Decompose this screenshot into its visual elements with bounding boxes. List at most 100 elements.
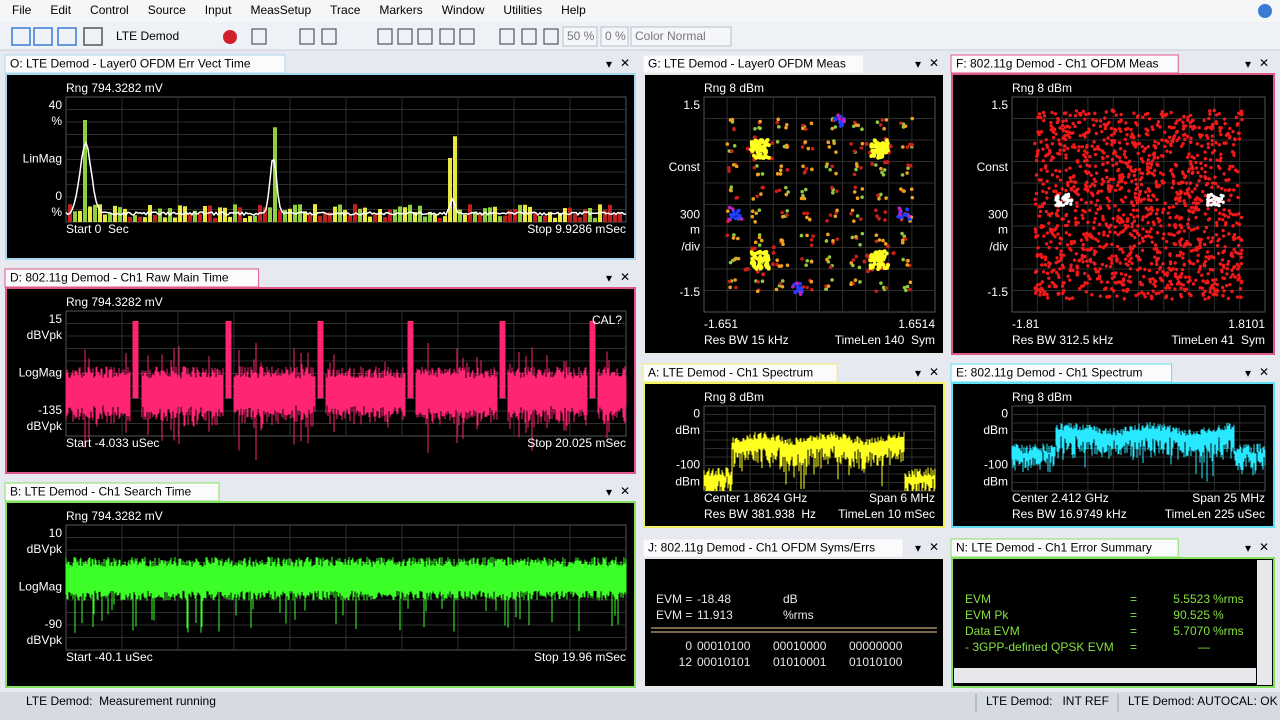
y-axis-label: dBVpk — [27, 633, 63, 647]
footer-left: Start 0 Sec — [66, 222, 129, 236]
tool-icon[interactable] — [499, 28, 515, 45]
footer-right: Stop 19.96 mSec — [534, 650, 626, 664]
tool-icon[interactable] — [521, 28, 537, 45]
measurement-box[interactable] — [110, 27, 192, 46]
y-axis-label: -90 — [45, 617, 63, 631]
menu-item[interactable]: Trace — [330, 3, 361, 17]
status-text: LTE Demod: AUTOCAL: OK — [1128, 694, 1278, 708]
range-label: Rng 8 dBm — [1012, 390, 1072, 404]
panel-close[interactable]: ✕ — [620, 484, 630, 498]
symbol-bits: 01010001 — [773, 655, 827, 669]
tool-icon[interactable] — [11, 27, 31, 46]
y-axis-label: dBm — [983, 475, 1008, 489]
toolbar-field[interactable] — [562, 26, 598, 47]
tool-icon[interactable] — [439, 28, 455, 45]
tool-icon[interactable] — [33, 27, 53, 46]
menu-item[interactable]: Utilities — [503, 3, 542, 17]
y-axis-label: 1.5 — [991, 98, 1008, 112]
panel-close[interactable]: ✕ — [620, 270, 630, 284]
menu-item[interactable]: Markers — [379, 3, 422, 17]
tool-icon[interactable] — [397, 28, 413, 45]
panel-menu[interactable]: ▾ — [915, 57, 921, 71]
y-axis-label: 0 — [693, 407, 700, 421]
tool-icon[interactable] — [321, 28, 337, 45]
summary-cell: % — [1213, 608, 1224, 622]
panel-close[interactable]: ✕ — [929, 365, 939, 379]
panel-menu[interactable]: ▾ — [1245, 57, 1251, 71]
toolbar-field-text[interactable]: 0 % — [605, 29, 626, 43]
y-axis-label: 1.5 — [683, 98, 700, 112]
panel-title[interactable]: E: 802.11g Demod - Ch1 Spectrum — [956, 366, 1143, 380]
panel-title[interactable]: A: LTE Demod - Ch1 Spectrum — [648, 366, 813, 380]
tool-icon[interactable] — [459, 28, 475, 45]
trace-line — [65, 140, 627, 217]
summary-cell: = — [1130, 592, 1137, 606]
menu-item[interactable]: Control — [90, 3, 129, 17]
constellation-points — [749, 138, 891, 271]
menu-item[interactable]: MeasSetup — [250, 3, 311, 17]
panel-title[interactable]: J: 802.11g Demod - Ch1 OFDM Syms/Errs — [648, 541, 875, 555]
panel-menu[interactable]: ▾ — [915, 541, 921, 555]
menu-item[interactable]: Source — [148, 3, 186, 17]
panel-title[interactable]: B: LTE Demod - Ch1 Search Time — [10, 485, 192, 499]
tool-icon[interactable] — [299, 28, 315, 45]
scrollbar-h[interactable] — [954, 668, 1256, 683]
menu-item[interactable]: Edit — [50, 3, 71, 17]
toolbar-field[interactable] — [630, 26, 732, 47]
summary-cell: EVM Pk — [965, 608, 1009, 622]
tool-icon[interactable] — [251, 28, 267, 45]
panel-close[interactable]: ✕ — [929, 540, 939, 554]
panel-title[interactable]: G: LTE Demod - Layer0 OFDM Meas — [648, 57, 846, 71]
range-label: Rng 8 dBm — [704, 390, 764, 404]
footer-left: Center 1.8624 GHz — [704, 491, 807, 505]
y-axis-label: % — [51, 114, 62, 128]
tool-icon[interactable] — [83, 27, 103, 46]
panel-close[interactable]: ✕ — [1259, 365, 1269, 379]
panel-body — [951, 557, 1275, 688]
tool-icon[interactable] — [57, 27, 77, 46]
panel-menu[interactable]: ▾ — [1245, 366, 1251, 380]
panel-menu[interactable]: ▾ — [606, 57, 612, 71]
footer-left: Start -40.1 uSec — [66, 650, 153, 664]
menu-item[interactable]: Help — [561, 3, 586, 17]
panel-close[interactable]: ✕ — [1259, 56, 1269, 70]
toolbar-field[interactable] — [600, 26, 629, 47]
menu-bar — [0, 0, 1280, 22]
panel-menu[interactable]: ▾ — [606, 271, 612, 285]
toolbar-field-text[interactable]: 50 % — [567, 29, 595, 43]
symbol-index: 12 — [679, 655, 693, 669]
panel-menu[interactable]: ▾ — [915, 366, 921, 380]
panel-menu[interactable]: ▾ — [1245, 541, 1251, 555]
y-axis-label: 10 — [49, 526, 63, 540]
evm-unit: %rms — [783, 608, 814, 622]
footer-left: Res BW 381.938 Hz — [704, 507, 816, 521]
panel-close[interactable]: ✕ — [1259, 540, 1269, 554]
y-axis-label: 0 — [1001, 407, 1008, 421]
scrollbar[interactable] — [1257, 560, 1272, 685]
tool-icon[interactable] — [377, 28, 393, 45]
summary-cell: EVM — [965, 592, 991, 606]
footer-left: Center 2.412 GHz — [1012, 491, 1109, 505]
panel-title[interactable]: D: 802.11g Demod - Ch1 Raw Main Time — [10, 271, 229, 285]
menu-item[interactable]: File — [12, 3, 32, 17]
menu-item[interactable]: Input — [205, 3, 232, 17]
trace — [703, 431, 936, 491]
summary-cell: = — [1130, 608, 1137, 622]
tool-icon[interactable] — [417, 28, 433, 45]
panel-menu[interactable]: ▾ — [606, 485, 612, 499]
panel-title[interactable]: F: 802.11g Demod - Ch1 OFDM Meas — [956, 57, 1159, 71]
evm-value: 11.913 — [697, 608, 733, 622]
measurement-select[interactable]: LTE Demod — [116, 29, 179, 43]
tool-icon[interactable] — [543, 28, 559, 45]
panel-title[interactable]: O: LTE Demod - Layer0 OFDM Err Vect Time — [10, 57, 251, 71]
toolbar-field-text[interactable]: Color Normal — [635, 29, 706, 43]
panel-close[interactable]: ✕ — [620, 56, 630, 70]
y-axis-label: Const — [977, 160, 1009, 174]
footer-left: Start -4.033 uSec — [66, 436, 159, 450]
panel-title[interactable]: N: LTE Demod - Ch1 Error Summary — [956, 541, 1152, 555]
record-icon[interactable] — [223, 30, 237, 44]
panel-close[interactable]: ✕ — [929, 56, 939, 70]
menu-item[interactable]: Window — [442, 3, 485, 17]
y-axis-label: % — [51, 205, 62, 219]
footer-right: TimeLen 41 Sym — [1171, 333, 1265, 347]
